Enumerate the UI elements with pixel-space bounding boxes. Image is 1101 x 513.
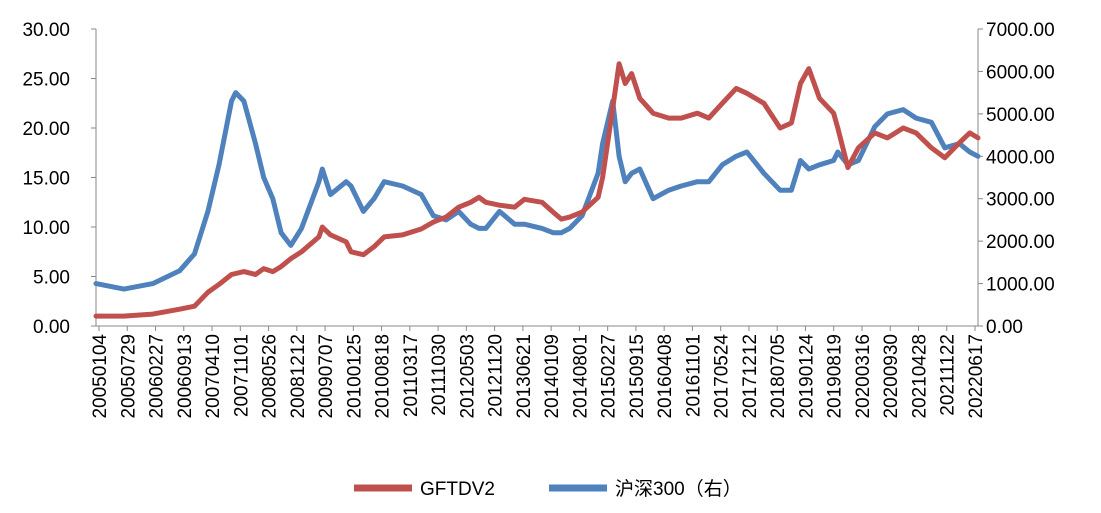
y-left-tick-label: 30.00 (22, 20, 70, 41)
x-tick-label: 20080526 (260, 334, 281, 419)
x-tick-label: 20161101 (683, 334, 704, 417)
x-tick-label: 20170524 (712, 334, 733, 419)
legend-label-0: GFTDV2 (420, 479, 495, 500)
x-tick-label: 20110317 (401, 334, 422, 417)
x-tick-label: 20180705 (768, 334, 789, 419)
x-tick-label: 20120503 (457, 334, 478, 419)
x-tick-label: 20100125 (344, 334, 365, 419)
series-line-1 (93, 90, 981, 292)
x-tick-label: 20190124 (796, 334, 817, 419)
x-tick-label: 20100818 (373, 334, 394, 419)
x-tick-label: 20050104 (90, 334, 111, 419)
x-tick-label: 20060227 (147, 334, 168, 419)
axes: 0.00 5.00 10.00 15.00 20.00 25.00 30.00 0.00 100… (22, 20, 1054, 419)
x-tick-label: 20200316 (853, 334, 874, 419)
x-tick-label: 20121120 (486, 334, 507, 417)
x-tick-label: 20150915 (627, 334, 648, 419)
x-tick-label: 20140109 (542, 334, 563, 419)
x-tick-label: 20200930 (881, 334, 902, 419)
x-tick-label: 20071101 (231, 334, 252, 417)
series-lines (93, 61, 981, 319)
y-left-tick-label: 20.00 (22, 119, 70, 140)
y-left-tick-label: 15.00 (22, 169, 70, 190)
series-line-0 (93, 61, 981, 319)
y-right-tick-label: 1000.00 (986, 275, 1055, 296)
x-tick-label: 20070410 (203, 334, 224, 419)
x-tick-label: 20111030 (429, 334, 450, 416)
y-right-tick-label: 2000.00 (986, 232, 1055, 253)
y-right-tick-label: 0.00 (986, 317, 1023, 338)
y-left-tick-label: 10.00 (22, 218, 70, 239)
y-right-tick-label: 6000.00 (986, 62, 1055, 83)
x-tick-label: 20130621 (514, 334, 535, 419)
legend: GFTDV2 沪深300（右） (354, 478, 742, 500)
x-tick-label: 20081212 (288, 334, 309, 419)
y-left-tick-label: 25.00 (22, 70, 70, 91)
x-tick-label: 20210428 (909, 334, 930, 419)
legend-label-1: 沪深300（右） (615, 478, 742, 500)
x-tick-label: 20220617 (966, 334, 987, 419)
x-tick-label: 20160408 (655, 334, 676, 419)
x-tick-label: 20140801 (570, 334, 591, 419)
x-tick-label: 20211122 (938, 334, 959, 416)
y-left-tick-label: 0.00 (33, 317, 70, 338)
x-tick-label: 20090707 (316, 334, 337, 419)
x-tick-label: 20060913 (175, 334, 196, 419)
x-tick-label: 20171212 (740, 334, 761, 419)
y-right-tick-label: 3000.00 (986, 190, 1055, 211)
x-tick-label: 20190819 (825, 334, 846, 419)
x-tick-label: 20150227 (599, 334, 620, 419)
x-tick-label: 20050729 (118, 334, 139, 419)
y-left-tick-label: 5.00 (33, 268, 70, 289)
y-right-tick-label: 5000.00 (986, 105, 1055, 126)
y-right-tick-label: 4000.00 (986, 147, 1055, 168)
y-right-tick-label: 7000.00 (986, 20, 1055, 41)
